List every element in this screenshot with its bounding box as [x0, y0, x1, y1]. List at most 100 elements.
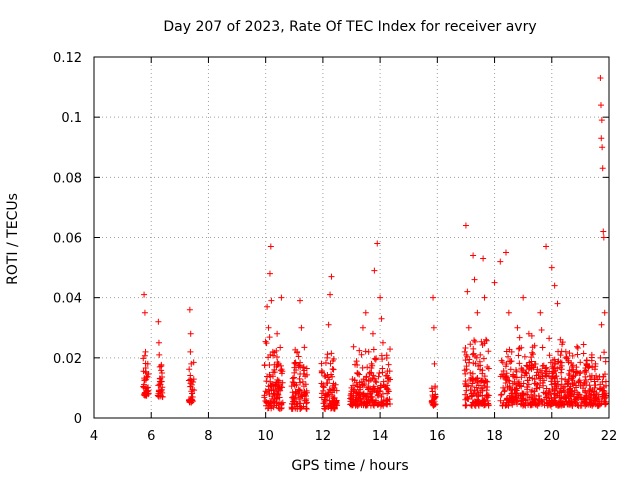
- data-point: [477, 351, 484, 358]
- data-point: [525, 330, 532, 337]
- data-point: [277, 344, 284, 351]
- data-point: [512, 366, 519, 373]
- data-point: [373, 379, 380, 386]
- data-point: [524, 396, 531, 403]
- data-point: [188, 388, 195, 395]
- data-point: [539, 367, 546, 374]
- data-point: [519, 402, 526, 409]
- data-point: [386, 396, 393, 403]
- data-point: [291, 369, 298, 376]
- data-point: [268, 382, 275, 389]
- data-point: [358, 378, 365, 385]
- data-point: [462, 402, 469, 409]
- data-point: [155, 382, 162, 389]
- data-point: [365, 394, 372, 401]
- data-point: [300, 383, 307, 390]
- data-point: [485, 348, 492, 355]
- data-point: [330, 366, 337, 373]
- data-point: [379, 339, 386, 346]
- data-point: [548, 374, 555, 381]
- data-point: [572, 400, 579, 407]
- data-point: [431, 393, 438, 400]
- y-tick-label: 0.12: [53, 51, 82, 66]
- data-point: [471, 387, 478, 394]
- data-point: [599, 387, 606, 394]
- data-point: [369, 375, 376, 382]
- data-point: [374, 388, 381, 395]
- data-point: [322, 396, 329, 403]
- data-point: [263, 378, 270, 385]
- data-point: [274, 376, 281, 383]
- data-point: [270, 404, 277, 411]
- data-point: [533, 385, 540, 392]
- data-point: [321, 405, 328, 412]
- data-point: [499, 402, 506, 409]
- data-point: [294, 405, 301, 412]
- data-point: [582, 395, 589, 402]
- data-point: [545, 372, 552, 379]
- data-point: [141, 390, 148, 397]
- data-point: [529, 394, 536, 400]
- data-point: [598, 400, 605, 407]
- data-point: [295, 353, 302, 360]
- x-tick-label: 20: [544, 429, 561, 444]
- data-point: [480, 379, 487, 386]
- data-point: [328, 273, 335, 280]
- data-point: [291, 364, 298, 371]
- data-point: [188, 381, 195, 388]
- data-point: [480, 255, 487, 262]
- data-point: [558, 381, 565, 388]
- data-point: [589, 364, 596, 371]
- data-point: [592, 363, 599, 370]
- data-point: [526, 364, 533, 371]
- data-point: [141, 389, 148, 396]
- data-point: [155, 318, 162, 325]
- data-point: [558, 348, 565, 355]
- data-point: [546, 335, 553, 342]
- data-point: [563, 398, 570, 405]
- data-point: [383, 355, 390, 362]
- data-point: [481, 373, 488, 380]
- data-point: [372, 378, 379, 385]
- data-point: [541, 377, 548, 384]
- data-point: [601, 388, 608, 395]
- data-point: [472, 338, 479, 345]
- data-point: [322, 391, 329, 398]
- data-point: [374, 240, 381, 247]
- x-tick-label: 22: [601, 429, 618, 444]
- data-point: [268, 297, 275, 304]
- data-point: [159, 384, 166, 391]
- data-point: [550, 368, 557, 375]
- data-point: [465, 324, 472, 331]
- data-point: [265, 324, 272, 331]
- data-point: [546, 387, 553, 394]
- grid: [94, 57, 609, 418]
- data-point: [375, 373, 382, 380]
- x-tick-label: 18: [486, 429, 503, 444]
- data-point: [542, 365, 549, 372]
- data-point: [319, 383, 326, 390]
- data-point: [563, 354, 570, 361]
- data-point: [275, 360, 282, 367]
- data-point: [325, 321, 332, 328]
- data-point: [590, 401, 597, 408]
- data-point: [526, 359, 533, 366]
- data-point: [288, 383, 295, 390]
- data-point: [140, 355, 147, 362]
- data-point: [294, 400, 301, 407]
- data-point: [558, 369, 565, 376]
- data-point: [331, 384, 338, 391]
- data-point: [514, 324, 521, 331]
- y-tick-label: 0.02: [53, 352, 82, 367]
- data-point: [515, 345, 522, 352]
- data-point: [387, 346, 394, 353]
- data-point: [291, 401, 298, 408]
- data-point: [318, 380, 325, 387]
- data-point: [564, 381, 571, 388]
- data-point: [261, 362, 268, 369]
- data-point: [357, 398, 364, 405]
- data-point: [464, 288, 471, 295]
- data-point: [377, 294, 384, 301]
- data-point: [531, 361, 538, 368]
- data-point: [569, 380, 576, 387]
